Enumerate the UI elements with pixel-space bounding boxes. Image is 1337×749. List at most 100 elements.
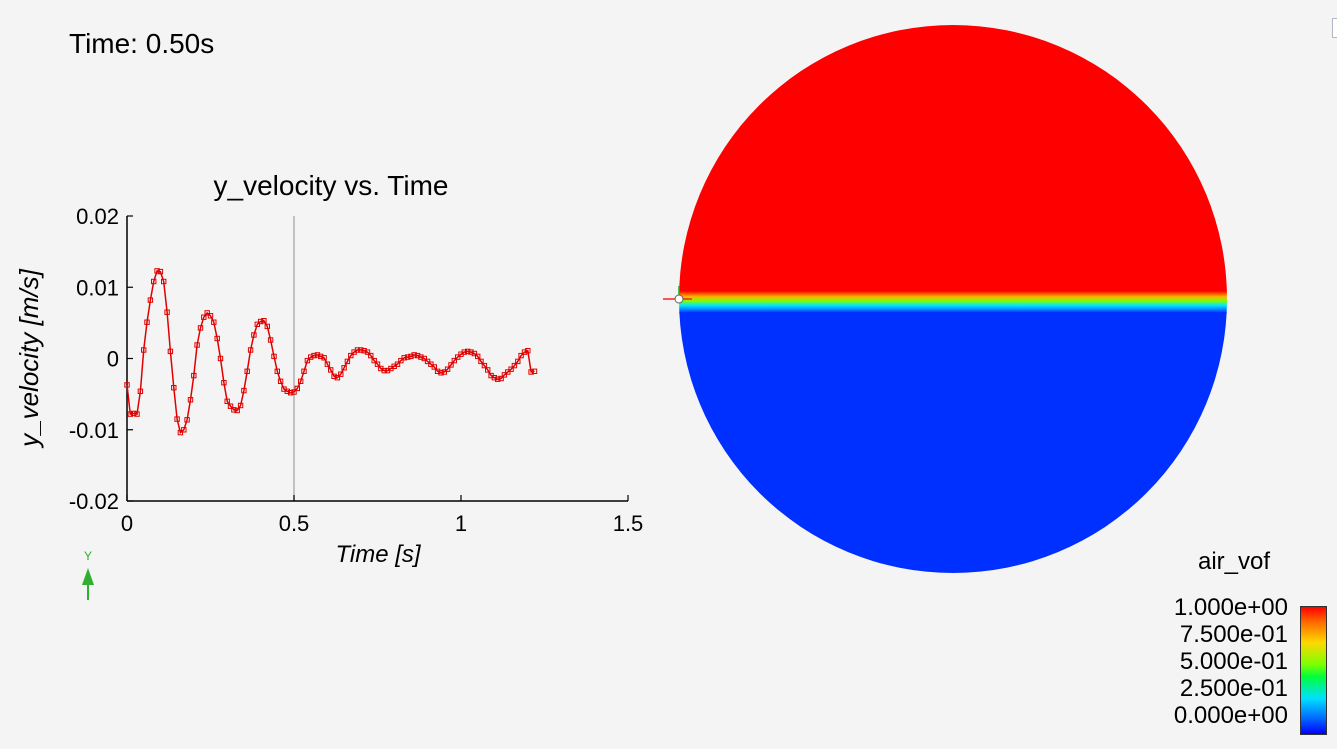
data-point [304,357,311,364]
data-point [481,362,488,369]
data-point [211,319,217,325]
data-point [485,367,491,373]
data-point [515,358,521,365]
data-point [438,370,444,376]
data-point [371,357,377,364]
data-point [334,375,341,381]
data-point [291,389,297,395]
data-point [244,368,250,375]
data-point [187,397,194,403]
colorbar-level: 5.000e-01 [1179,648,1288,675]
data-point [204,310,210,316]
data-point [247,347,254,353]
data-point [127,411,134,417]
data-point [331,373,337,380]
data-point [441,369,448,375]
data-point [237,402,244,409]
interface-band [679,291,1227,313]
data-point [184,417,190,423]
chart-title: y_velocity vs. Time [214,170,449,201]
data-point [424,358,431,365]
data-point [324,361,331,367]
data-point [177,429,184,436]
x-tick-label: 1.5 [613,511,644,536]
data-point [197,325,204,331]
data-point [434,368,441,375]
data-point [344,358,351,365]
data-point [461,349,468,355]
data-point [241,387,247,394]
x-tick-label: 0.5 [279,511,310,536]
data-point [214,335,220,342]
data-point [164,309,170,315]
probe-point-icon[interactable] [663,286,692,304]
data-point [277,378,284,385]
data-point [381,367,387,374]
data-point [364,349,371,355]
data-point [288,390,294,396]
y-axis-label: y_velocity [m/s] [14,268,44,448]
data-point [475,353,481,360]
data-point [374,361,381,367]
data-point [124,382,130,388]
data-point [448,362,454,368]
data-point [257,318,264,325]
data-point [301,368,307,375]
y-tick-label: -0.01 [69,418,119,443]
data-point [234,407,240,414]
data-point [404,354,411,360]
triad-y-label: Y [84,549,92,563]
data-point [284,388,291,395]
data-point [518,352,524,359]
data-point [528,369,534,375]
water-region [679,312,1227,573]
data-point [321,355,327,361]
data-point [361,348,367,354]
data-point [501,372,508,378]
data-point [137,388,144,395]
data-point [271,353,277,360]
y-tick-label: -0.02 [69,489,119,514]
air-region [679,25,1227,293]
data-point [267,337,274,343]
data-point [511,362,518,369]
time-readout: Time: 0.50s [69,28,215,59]
data-point [368,352,374,359]
data-point [221,380,227,386]
data-point [207,313,214,319]
colorbar-level: 0.000e+00 [1173,702,1288,729]
data-point [224,398,230,405]
data-point [498,375,504,382]
axis-triad-icon: Y X [82,549,94,600]
data-point [254,321,261,328]
colorbar-labels: 1.000e+00 7.500e-01 5.000e-01 2.500e-01 … [1148,594,1288,729]
data-point [478,358,484,365]
data-point [468,349,474,355]
data-point [338,371,344,377]
contour-disk [679,25,1227,573]
window-edge [1332,18,1337,38]
data-point [508,366,514,372]
data-point [398,357,404,364]
y-tick-label: 0.02 [76,204,119,229]
data-point [521,349,528,355]
colorbar-level: 2.500e-01 [1179,675,1288,702]
data-point [161,278,167,285]
data-point [131,410,137,417]
data-point [408,353,414,360]
data-point [358,347,364,353]
data-point [181,427,187,433]
data-point [174,416,180,422]
data-point [194,342,200,348]
data-point [134,411,140,417]
data-point [314,352,321,358]
data-point [525,348,531,354]
data-point [394,361,401,367]
y-tick-label: 0.01 [76,275,119,300]
data-point [298,378,304,385]
data-point [217,355,224,362]
colorbar [1300,606,1327,735]
data-point [157,268,164,275]
data-point [421,355,428,362]
